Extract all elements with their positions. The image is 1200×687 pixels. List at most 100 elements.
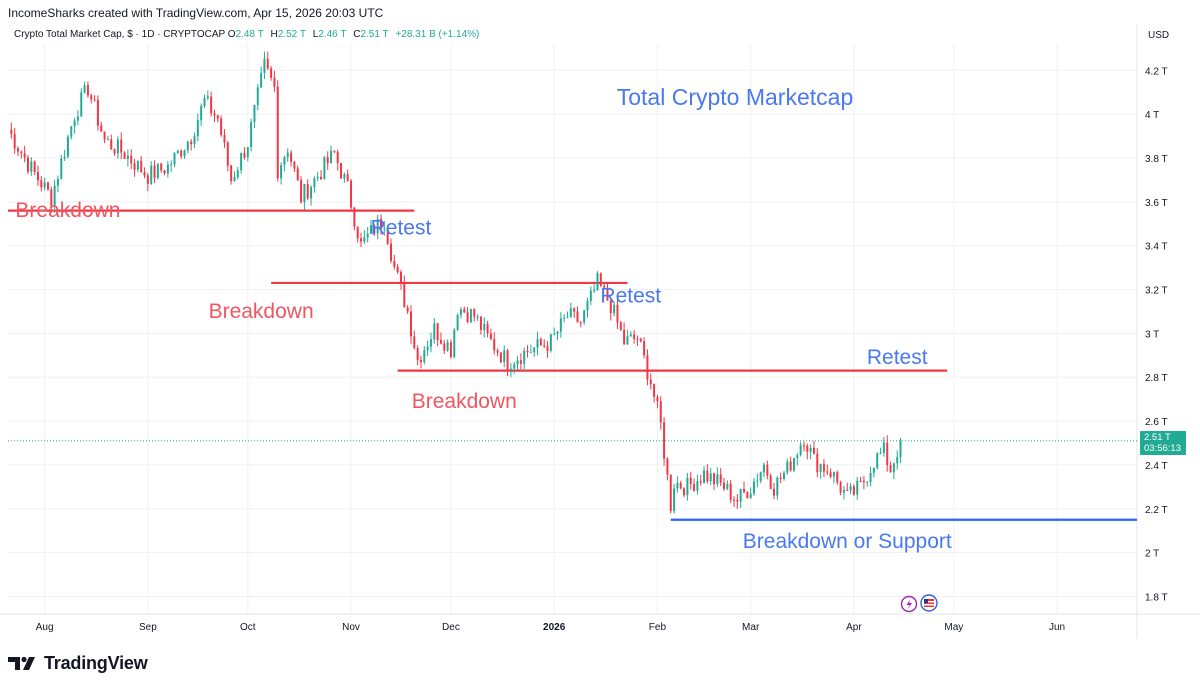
candle-body	[683, 488, 686, 496]
candle-body	[116, 139, 119, 154]
candle-body	[896, 457, 899, 464]
close-label: C	[353, 29, 361, 40]
candle-body	[822, 464, 825, 472]
open-value: 2.48 T	[235, 29, 264, 40]
candle-body	[233, 177, 236, 182]
candle-body	[353, 207, 356, 227]
candle-body	[80, 92, 83, 117]
time-axis[interactable]: Aug Sep Oct Nov Dec 2026 Feb Mar Apr May Jun	[36, 622, 1065, 633]
bar-countdown: 03:56:13	[1144, 443, 1181, 454]
candle-body	[616, 304, 619, 323]
candle-body	[699, 481, 702, 483]
retest-annotation: Retest	[600, 285, 661, 308]
candle-body	[733, 499, 736, 501]
candle-body	[300, 180, 303, 203]
candle-body	[566, 316, 569, 318]
candle-body	[549, 334, 552, 351]
candle-body	[86, 85, 89, 96]
candle-body	[263, 58, 266, 73]
candle-body	[373, 225, 376, 234]
candle-body	[859, 480, 862, 482]
candle-body	[330, 150, 333, 164]
candle-body	[743, 488, 746, 493]
candle-body	[306, 184, 309, 199]
symbol-name[interactable]: Crypto Total Market Cap, $ · 1D · CRYPTO…	[14, 29, 226, 40]
candle-body	[686, 477, 689, 496]
candle-body	[726, 483, 729, 489]
y-tick-label: 4 T	[1145, 110, 1159, 121]
candle-body	[789, 461, 792, 471]
candle-body	[779, 477, 782, 479]
candle-body	[266, 58, 269, 69]
candle-body	[449, 342, 452, 357]
candle-body	[240, 152, 243, 171]
candle-body	[293, 161, 296, 169]
y-tick-label: 3.6 T	[1145, 198, 1168, 209]
candle-body	[10, 129, 13, 134]
y-tick-label: 3 T	[1145, 329, 1159, 340]
y-tick-label: 2.8 T	[1145, 373, 1168, 384]
currency-label[interactable]: USD	[1148, 30, 1170, 41]
candle-body	[656, 396, 659, 402]
candle-body	[663, 422, 666, 459]
candle-body	[63, 156, 66, 159]
candle-body	[106, 139, 109, 141]
candle-body	[459, 309, 462, 315]
symbol-info-bar[interactable]: Crypto Total Market Cap, $ · 1D · CRYPTO…	[14, 29, 483, 40]
candle-body	[396, 266, 399, 273]
candle-body	[320, 176, 323, 180]
candle-body	[360, 238, 363, 242]
candle-body	[313, 178, 316, 188]
tradingview-logo-icon	[8, 656, 35, 670]
candle-body	[380, 218, 383, 229]
candle-body	[889, 464, 892, 473]
candle-body	[506, 350, 509, 371]
price-chart[interactable]: Breakdown Retest Breakdown Retest Breakdown R…	[0, 24, 1200, 639]
candle-body	[646, 355, 649, 380]
candle-body	[669, 474, 672, 511]
candle-body	[473, 309, 476, 317]
candle-body	[76, 116, 79, 121]
candle-body	[423, 350, 426, 363]
candle-body	[772, 488, 775, 496]
candle-body	[186, 141, 189, 151]
event-icons[interactable]	[900, 594, 938, 613]
candle-body	[446, 342, 449, 351]
candle-body	[829, 472, 832, 477]
candle-body	[110, 139, 113, 150]
candle-body	[479, 316, 482, 331]
candle-body	[120, 139, 123, 153]
candle-body	[876, 453, 879, 468]
candle-body	[643, 341, 646, 356]
x-tick-label: Apr	[846, 622, 862, 633]
retest-annotation: Retest	[867, 346, 928, 369]
candle-body	[533, 347, 536, 353]
breakdown-annotation: Breakdown	[412, 390, 517, 413]
candle-body	[706, 470, 709, 482]
tradingview-brand: TradingView	[44, 652, 148, 673]
candle-body	[696, 481, 699, 491]
candle-body	[879, 452, 882, 454]
tradingview-footer[interactable]: TradingView	[8, 651, 148, 675]
candle-body	[649, 379, 652, 385]
candle-body	[882, 442, 885, 453]
candle-body	[499, 352, 502, 363]
candle-body	[856, 480, 859, 495]
y-tick-label: 3.2 T	[1145, 286, 1168, 297]
candle-body	[386, 228, 389, 244]
candle-body	[340, 162, 343, 179]
candle-body	[529, 352, 532, 354]
price-axis[interactable]: 4.2 T 4 T 3.8 T 3.6 T 3.4 T 3.2 T 3 T 2.8 T 2.6 …	[1145, 66, 1168, 603]
candle-body	[303, 184, 306, 203]
candle-body	[333, 150, 336, 152]
candle-body	[406, 307, 409, 312]
candle-body	[536, 339, 539, 348]
candle-body	[493, 339, 496, 351]
flag-stripes	[924, 599, 934, 607]
candle-body	[583, 310, 586, 323]
candle-body	[260, 72, 263, 88]
candle-body	[256, 87, 259, 105]
x-tick-label: Aug	[36, 622, 54, 633]
candle-body	[33, 161, 36, 172]
y-tick-label: 2.4 T	[1145, 461, 1168, 472]
